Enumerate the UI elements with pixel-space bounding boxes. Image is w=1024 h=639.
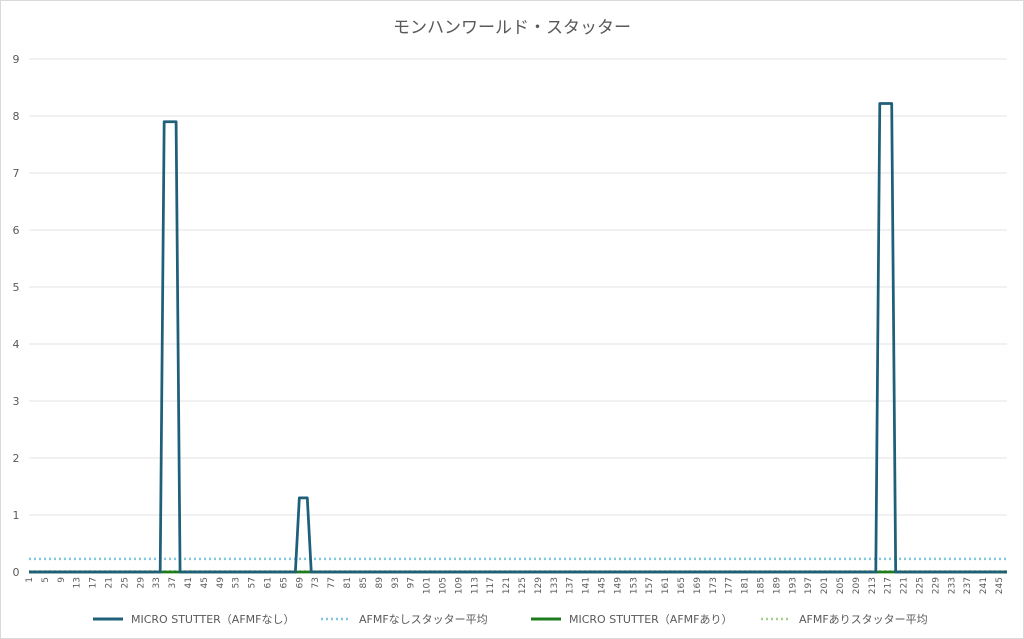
x-tick-label: 145 [597, 577, 607, 594]
x-tick-label: 149 [613, 577, 623, 594]
x-tick-label: 25 [120, 577, 130, 588]
x-tick-label: 89 [375, 577, 385, 589]
x-tick-label: 157 [645, 577, 655, 594]
x-tick-label: 109 [454, 577, 464, 594]
x-tick-label: 177 [725, 577, 735, 594]
x-tick-label: 57 [248, 577, 258, 588]
x-tick-label: 245 [995, 577, 1005, 594]
x-tick-label: 93 [391, 577, 401, 588]
x-tick-label: 237 [963, 577, 973, 594]
x-tick-label: 125 [518, 577, 528, 594]
x-tick-label: 229 [931, 577, 941, 594]
x-tick-label: 161 [661, 577, 671, 594]
x-tick-label: 17 [89, 577, 99, 588]
y-tick-label: 2 [13, 452, 20, 465]
series-line-0 [29, 102, 1007, 574]
x-tick-label: 9 [57, 577, 67, 583]
x-tick-label: 133 [550, 577, 560, 594]
y-axis-ticks: 0 1 2 3 4 5 6 7 8 9 [13, 53, 20, 579]
x-tick-label: 209 [852, 577, 862, 594]
x-tick-label: 53 [232, 577, 242, 588]
x-tick-label: 165 [677, 577, 687, 594]
series-lines [29, 102, 1007, 574]
x-tick-label: 169 [693, 577, 703, 594]
x-tick-label: 121 [502, 577, 512, 594]
x-tick-label: 197 [804, 577, 814, 594]
legend-label: MICRO STUTTER（AFMFなし） [131, 613, 294, 626]
y-tick-label: 1 [13, 509, 20, 522]
x-tick-label: 61 [264, 577, 274, 588]
y-tick-label: 7 [13, 167, 20, 180]
y-tick-label: 0 [13, 566, 20, 579]
x-tick-label: 49 [216, 577, 226, 589]
legend-label: AFMFありスタッター平均 [799, 613, 928, 626]
x-tick-label: 33 [152, 577, 162, 588]
x-tick-label: 21 [105, 577, 115, 588]
x-tick-label: 141 [582, 577, 592, 594]
y-tick-label: 6 [13, 224, 20, 237]
x-tick-label: 1 [25, 577, 35, 583]
x-tick-label: 101 [423, 577, 433, 594]
x-tick-label: 137 [566, 577, 576, 594]
x-tick-label: 13 [73, 577, 83, 588]
x-tick-label: 129 [534, 577, 544, 594]
chart-title: モンハンワールド・スタッター [393, 18, 631, 38]
x-tick-label: 45 [200, 577, 210, 588]
y-tick-label: 9 [13, 53, 20, 66]
x-tick-label: 173 [709, 577, 719, 594]
x-tick-label: 113 [470, 577, 480, 594]
x-tick-label: 77 [327, 577, 337, 588]
x-tick-label: 193 [788, 577, 798, 594]
x-axis-ticks: 1 5 9 13 17 21 25 29 33 37 41 45 49 53 57 61 65 69 73 77 81 8… [25, 577, 1005, 594]
x-tick-label: 69 [295, 577, 305, 589]
x-tick-label: 201 [820, 577, 830, 594]
x-tick-label: 97 [407, 577, 417, 588]
legend: MICRO STUTTER（AFMFなし） AFMFなしスタッター平均 MICRO … [93, 613, 928, 626]
x-tick-label: 29 [136, 577, 146, 589]
x-tick-label: 117 [486, 577, 496, 594]
x-tick-label: 233 [947, 577, 957, 594]
x-tick-label: 217 [884, 577, 894, 594]
y-tick-label: 5 [13, 281, 20, 294]
x-tick-label: 65 [279, 577, 289, 588]
x-tick-label: 37 [168, 577, 178, 588]
x-tick-label: 85 [359, 577, 369, 588]
x-tick-label: 225 [916, 577, 926, 594]
x-tick-label: 81 [343, 577, 353, 588]
y-tick-label: 8 [13, 110, 20, 123]
x-tick-label: 105 [438, 577, 448, 594]
x-tick-label: 181 [741, 577, 751, 594]
x-tick-label: 241 [979, 577, 989, 594]
x-tick-label: 5 [41, 577, 51, 583]
x-tick-label: 73 [311, 577, 321, 588]
x-tick-label: 41 [184, 577, 194, 588]
x-tick-label: 153 [629, 577, 639, 594]
y-tick-label: 4 [13, 338, 20, 351]
x-tick-label: 221 [900, 577, 910, 594]
x-tick-label: 213 [868, 577, 878, 594]
x-tick-label: 205 [836, 577, 846, 594]
x-tick-label: 189 [772, 577, 782, 594]
legend-label: MICRO STUTTER（AFMFあり） [569, 613, 732, 626]
x-tick-label: 185 [757, 577, 767, 594]
y-tick-label: 3 [13, 395, 20, 408]
legend-label: AFMFなしスタッター平均 [359, 613, 488, 626]
